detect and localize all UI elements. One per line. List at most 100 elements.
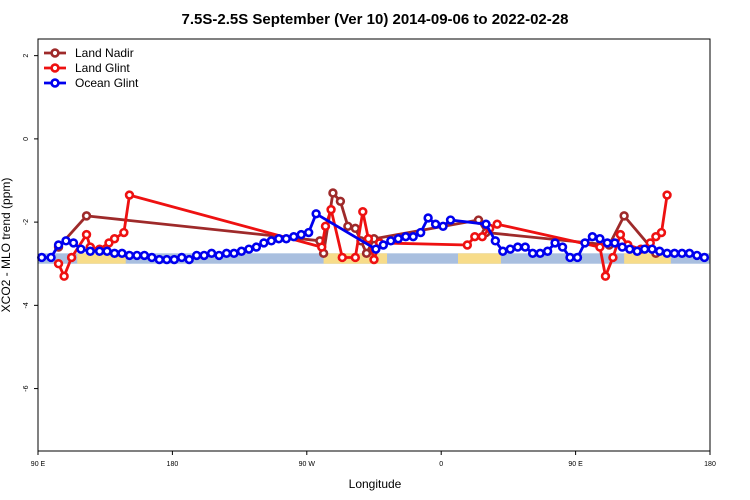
x-tick-label: 90 E: [568, 461, 583, 468]
point-ocean-glint: [527, 248, 538, 259]
point-ocean-glint: [236, 246, 247, 256]
point-land-glint: [470, 231, 480, 242]
point-land-glint: [615, 229, 626, 240]
point-ocean-glint: [542, 246, 553, 256]
point-ocean-glint: [303, 227, 314, 238]
point-ocean-glint: [266, 236, 277, 246]
point-ocean-glint: [154, 254, 165, 265]
point-ocean-glint: [587, 231, 598, 242]
x-tick-label: 180: [167, 461, 179, 468]
point-ocean-glint: [259, 238, 269, 248]
series-layer: [37, 188, 710, 281]
point-ocean-glint: [580, 238, 590, 248]
legend-label: Ocean Glint: [75, 76, 139, 90]
point-land-glint: [119, 227, 129, 238]
point-land-glint: [320, 221, 331, 231]
point-ocean-glint: [699, 252, 710, 263]
point-ocean-glint: [147, 252, 157, 263]
point-ocean-glint: [625, 244, 635, 254]
point-ocean-glint: [401, 231, 411, 242]
point-ocean-glint: [274, 234, 284, 244]
point-ocean-glint: [595, 234, 605, 244]
point-land-glint: [656, 227, 667, 238]
point-ocean-glint: [221, 248, 232, 259]
point-ocean-glint: [415, 227, 426, 238]
point-land-glint: [662, 190, 672, 200]
point-ocean-glint: [617, 242, 627, 252]
point-ocean-glint: [311, 209, 321, 219]
point-land-glint: [477, 231, 487, 242]
point-ocean-glint: [37, 252, 47, 263]
point-ocean-glint: [124, 250, 135, 261]
point-ocean-glint: [481, 219, 491, 229]
point-ocean-glint: [296, 229, 306, 240]
point-ocean-glint: [513, 242, 523, 252]
point-land-nadir: [328, 188, 338, 198]
point-land-glint: [59, 271, 69, 281]
point-ocean-glint: [214, 250, 224, 261]
point-land-glint: [337, 252, 347, 263]
point-ocean-glint: [610, 238, 620, 248]
plot-frame: [37, 38, 711, 452]
point-land-glint: [326, 204, 336, 215]
point-land-nadir: [343, 221, 353, 231]
y-tick-label: 2: [23, 54, 30, 58]
point-ocean-glint: [206, 248, 217, 259]
legend-swatch-marker: [50, 78, 60, 88]
point-ocean-glint: [199, 250, 209, 261]
point-ocean-glint: [535, 248, 545, 259]
point-ocean-glint: [438, 221, 448, 231]
point-ocean-glint: [550, 238, 560, 248]
point-land-glint: [317, 242, 327, 252]
point-land-glint: [81, 229, 92, 240]
y-tick-label: 0: [23, 137, 30, 141]
point-land-glint: [53, 259, 64, 269]
point-land-glint: [595, 242, 605, 252]
point-ocean-glint: [61, 236, 71, 246]
point-ocean-glint: [565, 252, 575, 263]
point-ocean-glint: [229, 248, 239, 259]
chart-title: 7.5S-2.5S September (Ver 10) 2014-09-06 …: [182, 11, 569, 28]
point-ocean-glint: [505, 244, 515, 254]
point-land-glint: [492, 219, 502, 229]
point-ocean-glint: [94, 246, 105, 256]
x-tick-label: 90 W: [299, 461, 316, 468]
land-band: [77, 253, 126, 264]
point-ocean-glint: [85, 246, 95, 256]
point-ocean-glint: [639, 244, 650, 254]
point-land-glint: [124, 190, 135, 200]
point-ocean-glint: [430, 219, 441, 229]
point-ocean-glint: [109, 248, 120, 259]
point-ocean-glint: [692, 250, 702, 261]
x-axis: 90 E 180 90 W 0 90 E 180: [31, 451, 716, 468]
point-ocean-glint: [662, 248, 672, 259]
point-ocean-glint: [191, 250, 202, 261]
point-land-glint: [363, 234, 374, 244]
point-ocean-glint: [68, 238, 79, 248]
point-ocean-glint: [289, 231, 299, 242]
point-land-glint: [109, 234, 120, 244]
point-land-glint: [358, 207, 368, 217]
legend-swatch-marker: [50, 48, 60, 58]
point-ocean-glint: [445, 215, 456, 225]
point-ocean-glint: [53, 240, 64, 250]
point-ocean-glint: [162, 254, 172, 265]
point-ocean-glint: [251, 242, 262, 252]
point-ocean-glint: [423, 213, 433, 223]
point-ocean-glint: [669, 248, 680, 259]
point-land-nadir: [81, 211, 92, 221]
point-land-glint: [66, 252, 77, 263]
point-ocean-glint: [632, 246, 642, 256]
point-land-nadir: [361, 248, 372, 259]
point-land-glint: [600, 271, 611, 281]
point-ocean-glint: [139, 250, 150, 261]
y-tick-label: -6: [23, 385, 30, 391]
x-axis-label: Longitude: [349, 477, 402, 491]
point-ocean-glint: [46, 252, 56, 263]
point-ocean-glint: [490, 236, 501, 246]
point-ocean-glint: [498, 246, 508, 256]
legend-item-ocean-glint: Ocean Glint: [44, 76, 139, 90]
point-ocean-glint: [602, 238, 613, 248]
